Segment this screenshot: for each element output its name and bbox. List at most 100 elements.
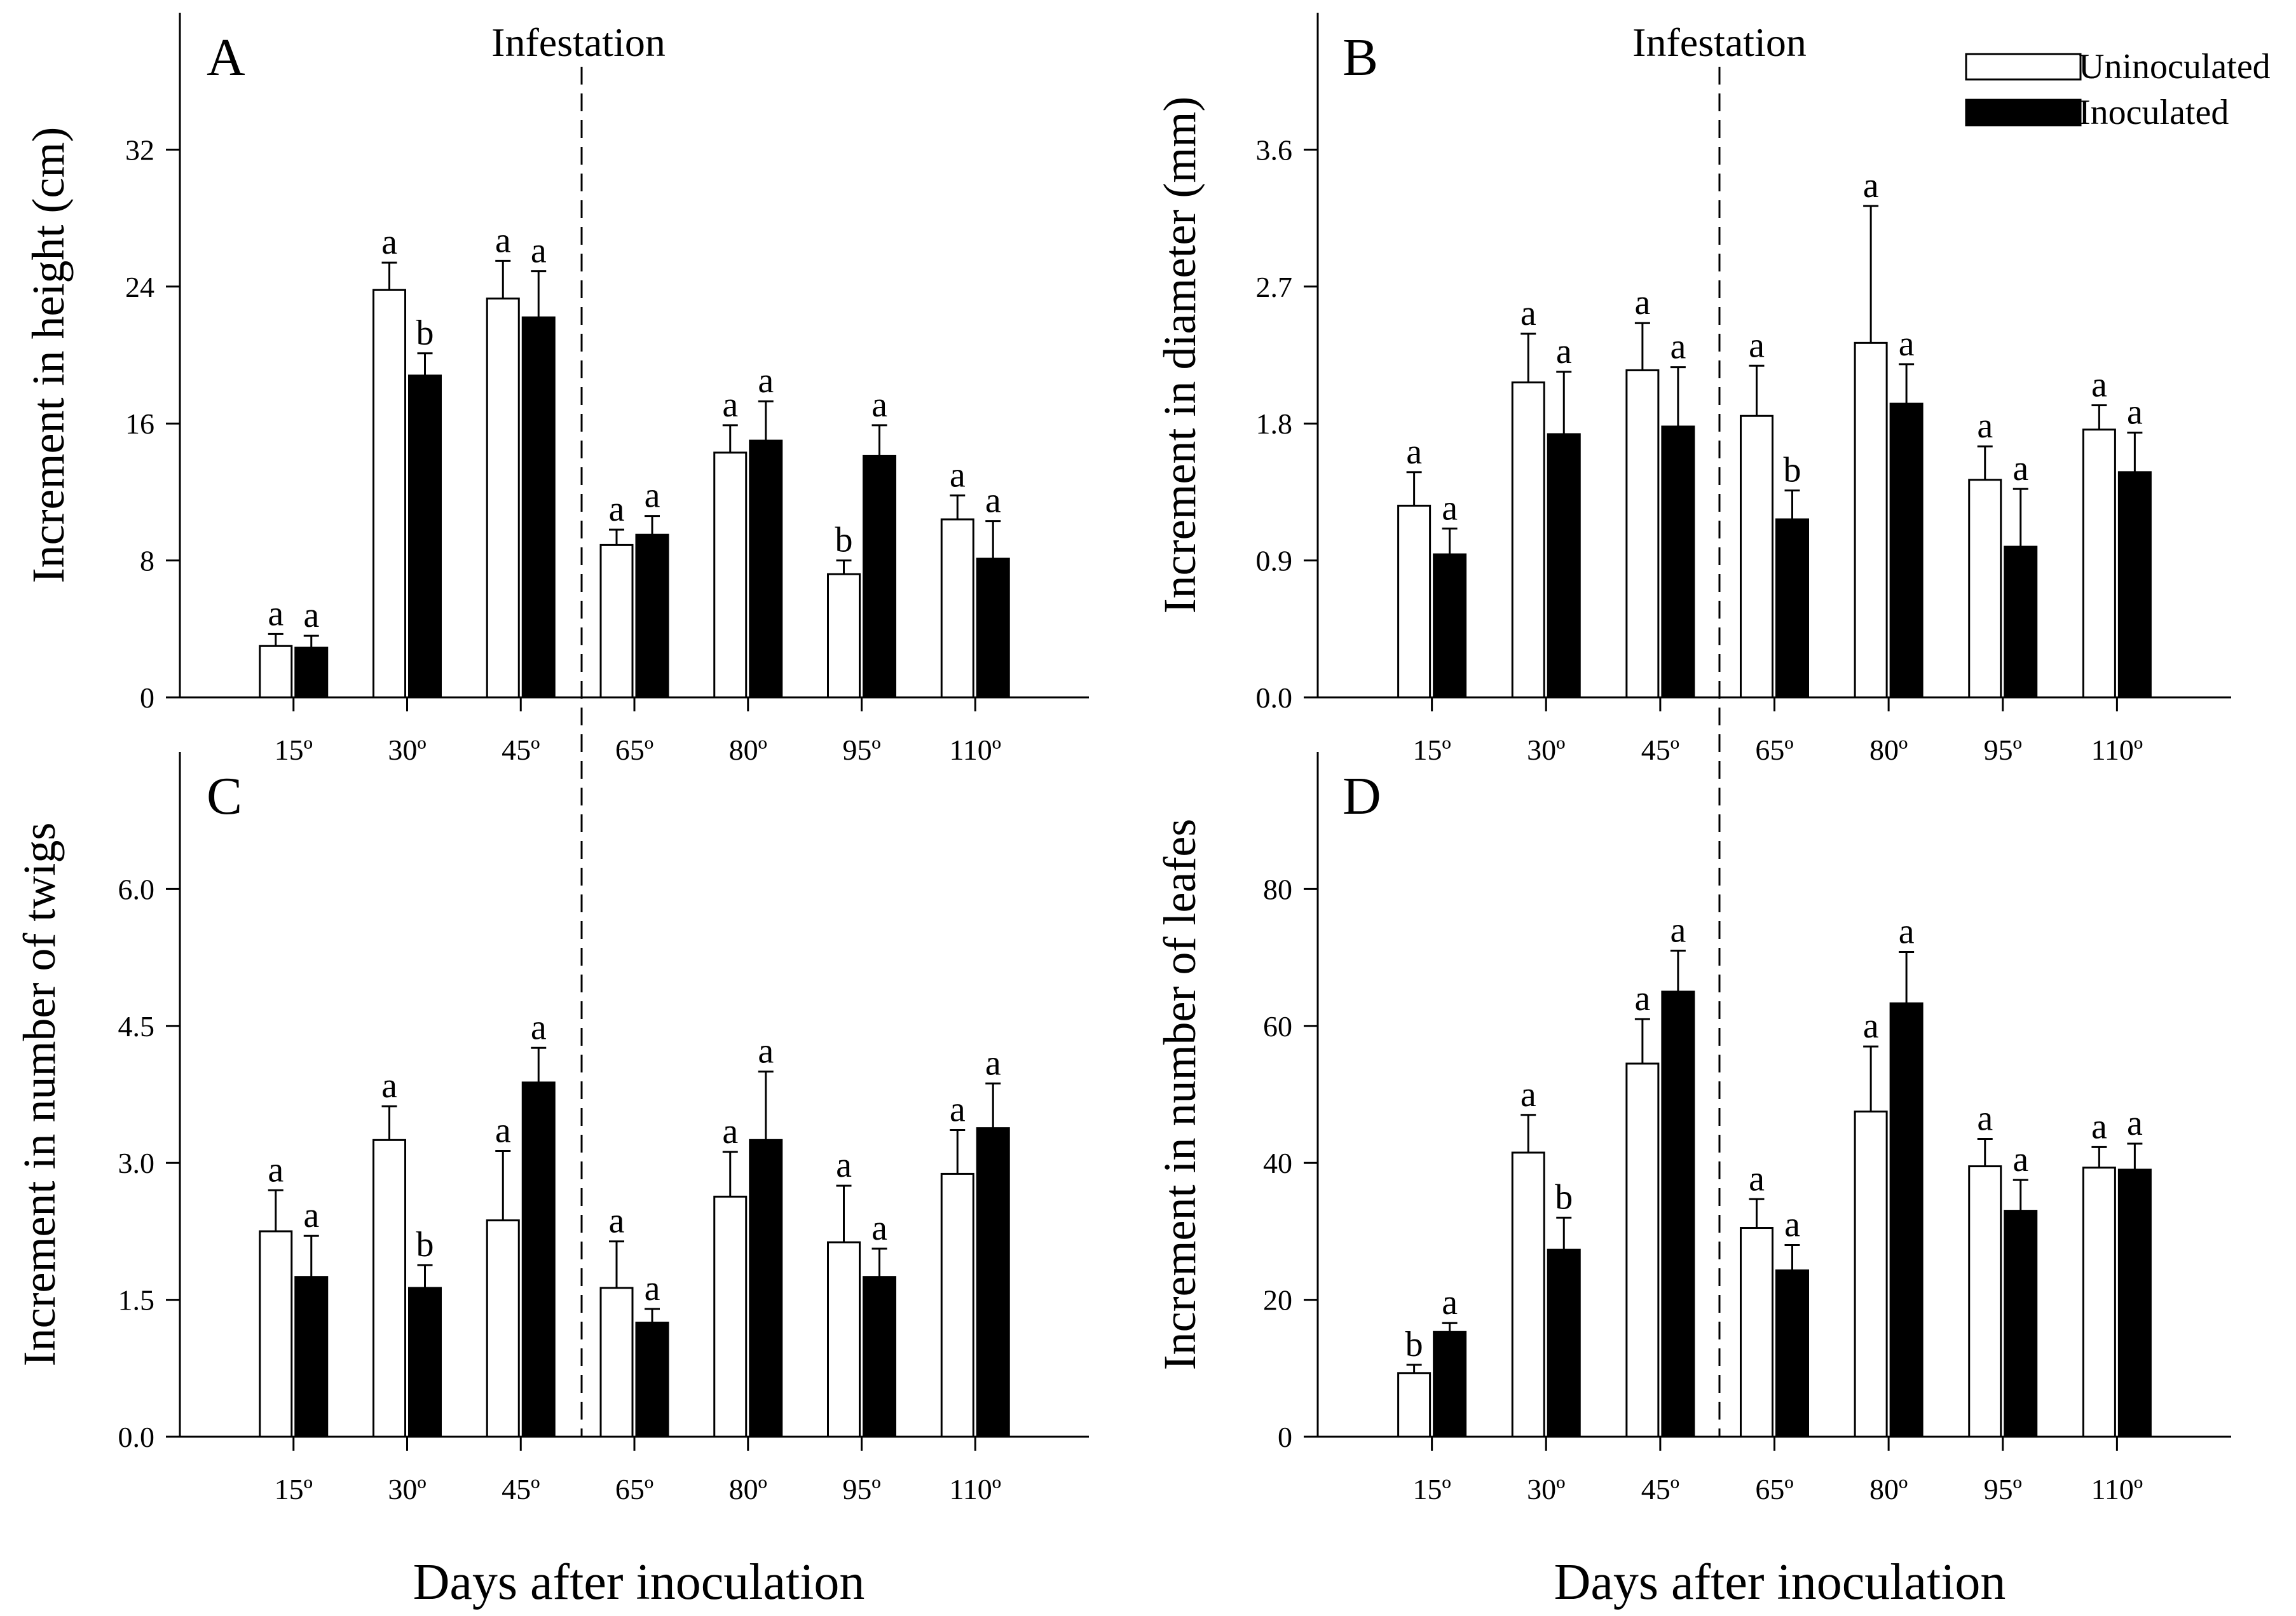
- significance-letter: a: [303, 596, 319, 635]
- bar-inoculated: [976, 1127, 1010, 1438]
- bar-inoculated: [1433, 553, 1467, 699]
- significance-letter: a: [495, 1111, 511, 1151]
- x-tick-label: 110º: [949, 734, 1001, 766]
- x-tick-label: 65º: [615, 734, 653, 766]
- bar-inoculated: [863, 455, 896, 699]
- y-tick-label: 16: [125, 407, 154, 440]
- bar-uninoculated: [1397, 1372, 1432, 1438]
- legend-label-inoculated: Inoculated: [2079, 93, 2229, 132]
- y-tick-label: 6.0: [118, 873, 155, 905]
- bar-uninoculated: [259, 645, 293, 699]
- bar-uninoculated: [2082, 428, 2116, 699]
- bar-uninoculated: [2082, 1167, 2116, 1438]
- x-tick-label: 95º: [1984, 1473, 2022, 1505]
- bar-inoculated: [635, 1322, 669, 1438]
- bar-uninoculated: [827, 573, 861, 699]
- bar-uninoculated: [1625, 1062, 1660, 1438]
- bar-uninoculated: [599, 544, 634, 699]
- legend: Uninoculated Inoculated: [1965, 47, 2271, 132]
- y-tick-label: 1.5: [118, 1284, 155, 1317]
- x-tick-label: 110º: [2091, 734, 2143, 766]
- legend-swatch-inoculated: [1965, 99, 2082, 127]
- significance-letter: a: [381, 223, 397, 262]
- significance-letter: a: [950, 1090, 966, 1130]
- y-tick-label: 32: [125, 134, 154, 166]
- significance-letter: a: [2091, 1107, 2107, 1146]
- significance-letter: a: [871, 1209, 887, 1248]
- significance-letter: a: [1634, 979, 1650, 1018]
- x-tick-label: 95º: [842, 1473, 880, 1505]
- y-tick-label: 3.6: [1256, 134, 1293, 166]
- bar-uninoculated: [1968, 479, 2002, 699]
- bar-inoculated: [1433, 1331, 1467, 1438]
- bar-uninoculated: [940, 518, 974, 699]
- x-tick-label: 45º: [1641, 1473, 1679, 1505]
- y-tick-label: 24: [125, 271, 154, 303]
- significance-letter: a: [2127, 393, 2143, 432]
- significance-letter: b: [835, 521, 853, 560]
- bar-uninoculated: [713, 451, 748, 699]
- bar-inoculated: [521, 1081, 556, 1438]
- significance-letter: a: [495, 221, 511, 260]
- significance-letter: a: [1670, 327, 1686, 367]
- panel-letter: B: [1343, 28, 1378, 87]
- x-axis-title-left: Days after inoculation: [413, 1554, 865, 1610]
- y-tick-label: 0: [1278, 1421, 1292, 1453]
- bar-inoculated: [2117, 1168, 2152, 1438]
- y-tick-label: 20: [1263, 1284, 1292, 1317]
- bar-inoculated: [863, 1276, 896, 1438]
- significance-letter: a: [645, 476, 660, 516]
- panel-letter: D: [1343, 767, 1381, 826]
- significance-letter: a: [609, 1202, 625, 1241]
- bar-uninoculated: [1854, 341, 1888, 699]
- panel-letter: A: [207, 28, 245, 87]
- bar-inoculated: [408, 1287, 442, 1438]
- bar-inoculated: [749, 1139, 783, 1438]
- y-tick-label: 4.5: [118, 1010, 155, 1043]
- bar-uninoculated: [372, 289, 406, 699]
- bar-uninoculated: [1740, 414, 1773, 699]
- significance-letter: a: [1863, 166, 1879, 205]
- y-tick-label: 0.0: [1256, 681, 1293, 714]
- significance-letter: a: [722, 385, 738, 425]
- significance-letter: a: [758, 361, 774, 401]
- bar-uninoculated: [486, 298, 520, 699]
- x-tick-label: 15º: [1412, 1473, 1451, 1505]
- bar-uninoculated: [1511, 381, 1545, 699]
- significance-letter: a: [303, 1196, 319, 1235]
- bar-inoculated: [294, 647, 329, 699]
- y-tick-label: 2.7: [1256, 271, 1293, 303]
- bar-uninoculated: [1968, 1165, 2002, 1438]
- x-tick-label: 80º: [729, 1473, 767, 1505]
- significance-letter: a: [1977, 1099, 1993, 1139]
- significance-letter: a: [2012, 1140, 2028, 1179]
- bar-inoculated: [1661, 990, 1695, 1438]
- x-tick-label: 45º: [1641, 734, 1679, 766]
- bar-inoculated: [1775, 1269, 1809, 1438]
- x-tick-label: 80º: [1869, 1473, 1908, 1505]
- bar-inoculated: [1889, 402, 1924, 699]
- bar-inoculated: [408, 374, 442, 699]
- significance-letter: a: [609, 490, 625, 529]
- significance-letter: a: [1863, 1006, 1879, 1046]
- x-tick-label: 95º: [1984, 734, 2022, 766]
- bar-inoculated: [1889, 1002, 1924, 1438]
- infestation-label-right: Infestation: [1632, 20, 1807, 65]
- infestation-label-left: Infestation: [491, 20, 666, 65]
- bar-inoculated: [2004, 1210, 2038, 1438]
- bar-uninoculated: [1511, 1151, 1545, 1438]
- bar-inoculated: [1547, 433, 1581, 699]
- x-tick-label: 65º: [1755, 1473, 1793, 1505]
- y-axis-title: Increment in number of leafes: [1154, 819, 1205, 1371]
- x-tick-label: 45º: [502, 734, 540, 766]
- x-tick-label: 65º: [615, 1473, 653, 1505]
- significance-letter: a: [2127, 1104, 2143, 1143]
- significance-letter: a: [1749, 325, 1765, 365]
- significance-letter: a: [1749, 1159, 1765, 1198]
- significance-letter: a: [871, 385, 887, 425]
- x-tick-label: 15º: [275, 734, 313, 766]
